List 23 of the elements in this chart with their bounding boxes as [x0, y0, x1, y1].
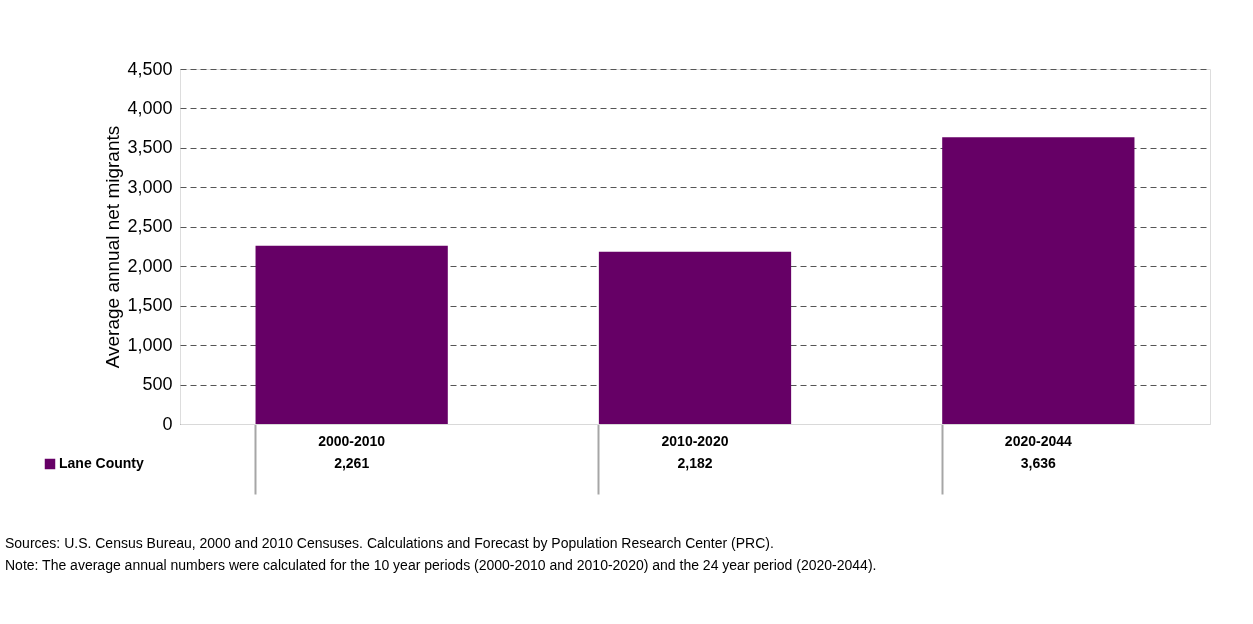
y-tick-label: 3,000 — [127, 176, 173, 197]
data-label: 2,182 — [677, 455, 713, 471]
y-tick-label: 4,000 — [127, 97, 173, 118]
y-tick-label: 1,000 — [127, 334, 173, 355]
bar — [255, 245, 448, 424]
y-tick-label: 3,500 — [127, 137, 173, 158]
x-tick-label: 2020-2044 — [1004, 432, 1073, 449]
x-tick-label: 2000-2010 — [318, 432, 386, 449]
text: Note: The average annual numbers were calculated for the 10 year periods (2000-2010 and 2010-2020) and the 24 year period (2020-2044). — [5, 557, 877, 573]
y-tick-label: 2,000 — [127, 255, 173, 276]
y-tick-label: 4,500 — [127, 58, 173, 79]
y-tick-label: 0 — [162, 413, 173, 434]
y-tick-label: 500 — [142, 374, 173, 395]
x-tick-label: 2010-2020 — [661, 432, 729, 449]
bar — [942, 137, 1135, 424]
y-tick-label: 2,500 — [127, 216, 173, 237]
data-label: 2,261 — [334, 455, 370, 471]
legend-label: Lane County — [59, 455, 144, 471]
data-label: 3,636 — [1020, 455, 1057, 471]
y-tick-label: 1,500 — [127, 295, 173, 316]
y-axis-title: Average annual net migrants — [102, 125, 124, 369]
source-note: Sources: U.S. Census Bureau, 2000 and 2010 Censuses. Calculations and Forecast by Population Research Center (PRC). — [5, 535, 774, 551]
bar — [598, 251, 792, 424]
